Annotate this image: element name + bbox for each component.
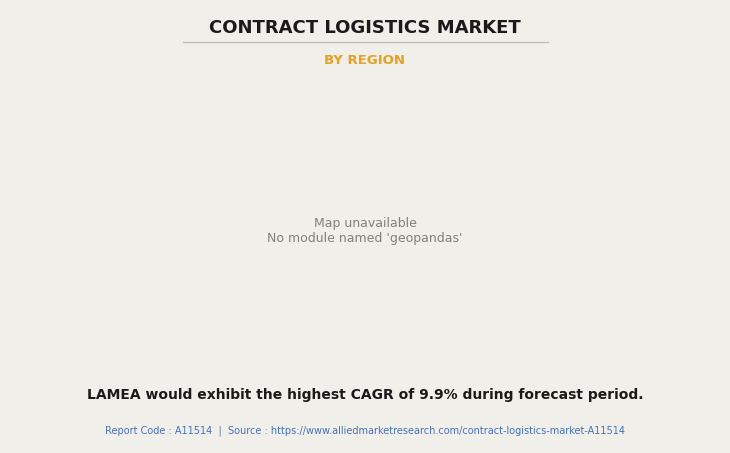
Text: BY REGION: BY REGION — [325, 54, 405, 67]
Text: LAMEA would exhibit the highest CAGR of 9.9% during forecast period.: LAMEA would exhibit the highest CAGR of … — [87, 388, 643, 402]
Text: Map unavailable
No module named 'geopandas': Map unavailable No module named 'geopand… — [267, 217, 463, 245]
Text: Report Code : A11514  |  Source : https://www.alliedmarketresearch.com/contract-: Report Code : A11514 | Source : https://… — [105, 426, 625, 436]
Text: CONTRACT LOGISTICS MARKET: CONTRACT LOGISTICS MARKET — [209, 19, 521, 37]
